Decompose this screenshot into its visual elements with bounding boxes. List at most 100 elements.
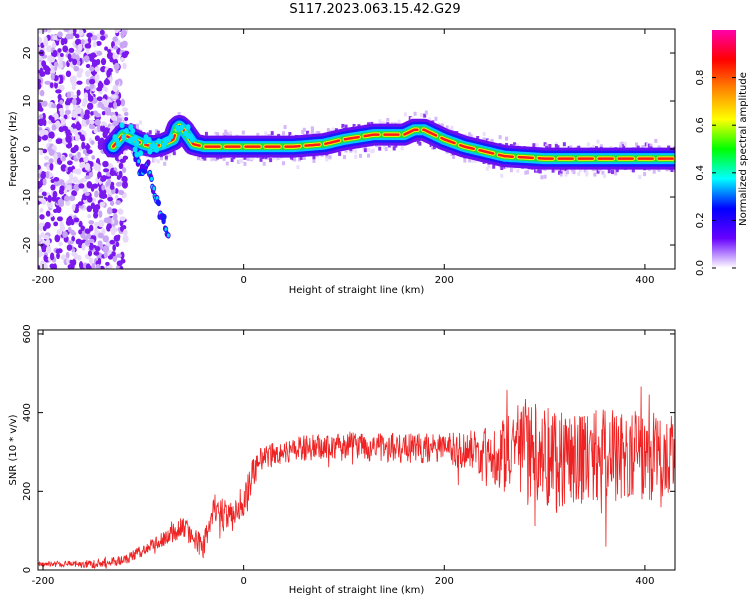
spectral-haze [397,119,401,124]
noise-speckle [95,263,101,269]
noise-speckle [77,151,81,159]
noise-speckle [38,200,41,206]
noise-speckle [75,168,82,175]
noise-speckle [97,240,103,246]
noise-speckle [38,164,41,170]
noise-speckle [122,234,129,243]
spectral-haze [214,157,218,162]
noise-speckle [114,218,119,226]
noise-speckle [112,84,119,93]
ridge-blob [163,136,169,143]
spectral-haze [593,172,597,177]
noise-speckle [73,65,80,72]
noise-speckle [97,232,104,239]
noise-speckle [40,232,45,238]
noise-speckle [77,254,82,261]
noise-speckle [57,48,62,53]
noise-speckle [106,226,111,232]
spectral-haze [562,142,566,147]
noise-speckle [103,99,109,106]
spectral-haze [620,141,624,146]
spectral-haze [370,149,374,154]
spectral-haze [275,156,279,161]
spectral-haze [525,170,529,175]
spectral-haze [418,141,422,146]
figure-title: S117.2023.063.15.42.G29 [289,2,461,17]
spectral-haze [281,131,285,136]
noise-speckle [93,211,99,219]
noise-speckle [73,128,78,134]
spectral-haze [586,142,590,147]
noise-speckle [38,182,41,190]
noise-speckle [50,116,55,122]
spectral-haze [596,139,600,144]
spectral-haze [509,168,513,173]
noise-speckle [67,160,73,166]
noise-speckle [80,134,85,140]
spectral-haze [482,131,486,136]
spectral-haze [646,142,650,147]
ridge-blob [174,124,180,131]
spectral-haze [500,173,504,178]
noise-speckle [41,100,48,107]
spectral-haze [619,142,623,147]
spectral-haze [615,168,619,173]
noise-speckle [38,103,43,111]
noise-speckle [45,210,51,217]
spectral-haze [516,143,520,148]
y-axis-label: Frequency (Hz) [8,111,19,187]
spectral-haze [367,122,371,127]
noise-speckle [120,258,126,264]
noise-speckle [71,235,76,242]
spectral-haze [241,130,245,135]
noise-speckle [123,111,129,117]
noise-speckle [77,201,83,206]
spectral-haze [156,159,160,164]
noise-speckle [48,148,55,156]
noise-speckle [110,227,117,234]
spectral-haze [559,169,563,174]
spectral-haze [230,157,234,162]
noise-speckle [121,167,127,174]
spectral-haze [485,166,489,171]
noise-speckle [42,225,47,232]
noise-speckle [71,110,78,118]
ridge-layer [111,124,675,160]
snr-plot [38,386,675,570]
spectral-haze [543,142,547,147]
noise-speckle [73,183,80,192]
noise-speckle [112,244,117,252]
noise-speckle [93,250,100,256]
ridge-blob [119,122,125,129]
noise-speckle [51,196,57,202]
spectral-haze [670,167,674,172]
spectral-haze [657,167,661,172]
noise-speckle [94,222,100,227]
spectral-haze [367,153,371,158]
spectral-haze [246,156,250,161]
noise-speckle [89,66,95,72]
spectral-haze [431,145,435,150]
spectral-haze [299,155,303,160]
noise-speckle [43,235,50,240]
noise-speckle [65,251,70,259]
spectral-haze [564,172,568,177]
spectral-haze [485,138,489,143]
noise-speckle [39,89,45,97]
spectral-haze [315,131,319,136]
spectral-haze [638,175,642,180]
noise-speckle [89,78,96,85]
noise-speckle [91,34,98,41]
spectral-haze [602,173,606,178]
noise-speckle [90,140,95,145]
noise-speckle [65,33,72,40]
spectral-haze [344,148,348,153]
spectral-haze [569,145,573,150]
noise-speckle [71,98,77,106]
noise-speckle [87,95,94,102]
ridge-blob [112,134,118,141]
noise-speckle [41,191,47,197]
noise-speckle [71,85,76,91]
spectral-haze [225,132,229,137]
noise-speckle [78,29,84,37]
